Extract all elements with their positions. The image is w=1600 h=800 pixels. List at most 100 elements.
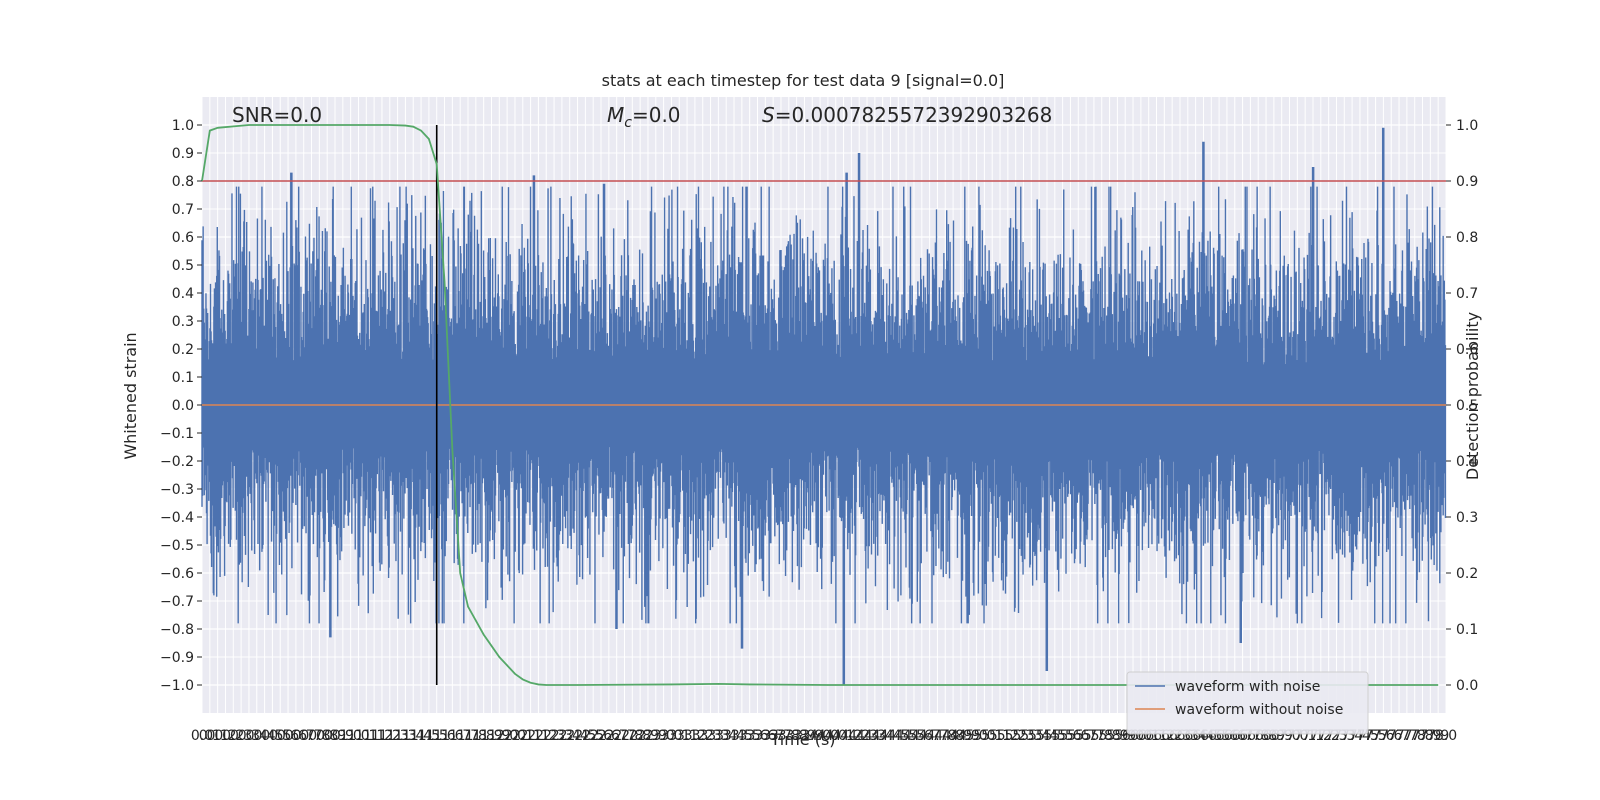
x-tick-label: 4.2: [840, 728, 862, 744]
x-tick-label: 4.3: [856, 728, 878, 744]
left-tick-label: −0.5: [160, 538, 194, 554]
x-tick-label: 1.4: [410, 728, 432, 744]
right-tick-label: 0.7: [1456, 286, 1478, 302]
x-tick-label: 2.8: [629, 728, 651, 744]
x-tick-label: 4.0: [825, 728, 847, 744]
s-value: =0.0007825572392903268: [775, 103, 1053, 127]
x-tick-label: 4.9: [958, 728, 980, 744]
x-tick-label: 2.7: [606, 728, 628, 744]
x-tick-label: 1.7: [457, 728, 479, 744]
x-tick-label: 0.8: [308, 728, 330, 744]
x-tick-label: 0.4: [253, 728, 275, 744]
probability-line: [201, 124, 1439, 686]
x-tick-label: 3.1: [676, 728, 698, 744]
x-tick-label: 3.9: [801, 728, 823, 744]
left-axis-ticks: 1.0 0.9 0.8 0.7 0.6 0.5 0.4 0.3 0.2 0.1 0.0 −0.1 −0.…: [160, 118, 202, 694]
left-tick-label: −0.6: [160, 566, 194, 582]
x-tick-label: 2.3: [551, 728, 573, 744]
x-tick-label: 7.6: [1380, 728, 1402, 744]
x-tick-label: 2.3: [543, 728, 565, 744]
x-tick-label: 4.4: [879, 728, 901, 744]
left-tick-label: 0.3: [172, 314, 194, 330]
x-tick-label: 4.6: [911, 728, 933, 744]
x-tick-label: 0.3: [230, 728, 252, 744]
right-tick-label: 0.1: [1456, 622, 1478, 638]
x-tick-label: 7.7: [1388, 728, 1410, 744]
legend-box: [1126, 671, 1369, 735]
x-tick-label: 7.5: [1364, 728, 1386, 744]
x-tick-label: 1.6: [441, 728, 463, 744]
x-tick-label: 5.5: [1051, 728, 1073, 744]
x-tick-label: 3.6: [746, 728, 768, 744]
legend-label-noise: waveform with noise: [1175, 679, 1320, 695]
x-tick-label: 0.7: [293, 728, 315, 744]
x-tick-label: 2.9: [645, 728, 667, 744]
x-tick-label: 4.3: [864, 728, 886, 744]
x-tick-label: 7.8: [1404, 728, 1426, 744]
x-tick-label: 3.3: [707, 728, 729, 744]
right-tick-label: 0.8: [1456, 230, 1478, 246]
x-tick-label: 3.1: [668, 728, 690, 744]
x-tick-label: 1.5: [426, 728, 448, 744]
x-tick-label: 0.1: [199, 728, 221, 744]
x-tick-label: 2.9: [637, 728, 659, 744]
x-tick-label: 3.2: [692, 728, 714, 744]
x-tick-label: 2.6: [590, 728, 612, 744]
left-tick-label: 1.0: [172, 118, 194, 134]
x-tick-label: 1.0: [340, 728, 362, 744]
x-tick-label: 1.8: [473, 728, 495, 744]
x-tick-label: 1.2: [371, 728, 393, 744]
x-tick-label: 2.5: [574, 728, 596, 744]
left-tick-label: −0.9: [160, 650, 194, 666]
left-tick-label: 0.2: [172, 342, 194, 358]
left-tick-label: 0.0: [172, 398, 194, 414]
x-tick-label: 0.2: [214, 728, 236, 744]
x-tick-label: 7.7: [1396, 728, 1418, 744]
x-tick-label: 1.3: [394, 728, 416, 744]
x-tick-label: 2.7: [613, 728, 635, 744]
x-tick-label: 1.0: [347, 728, 369, 744]
legend: waveform with noise waveform without noi…: [1126, 671, 1369, 735]
x-tick-label: 1.5: [418, 728, 440, 744]
x-tick-label: 2.0: [504, 728, 526, 744]
x-tick-label: 1.1: [355, 728, 377, 744]
x-tick-label: 2.0: [496, 728, 518, 744]
x-tick-label: 3.4: [715, 728, 737, 744]
x-tick-label: 1.2: [379, 728, 401, 744]
x-tick-label: 1.9: [480, 728, 502, 744]
noise-waveform-path: [201, 127, 1447, 685]
x-tick-label: 4.8: [942, 728, 964, 744]
x-tick-label: 1.7: [449, 728, 471, 744]
left-tick-label: 0.5: [172, 258, 194, 274]
x-tick-label: 5.8: [1091, 728, 1113, 744]
x-tick-label: 1.6: [433, 728, 455, 744]
left-tick-label: −0.1: [160, 426, 194, 442]
right-axis-label: Detection probability: [1463, 312, 1482, 480]
x-tick-label: 4.7: [918, 728, 940, 744]
series-waveform-with-noise: [201, 127, 1447, 685]
right-tick-label: 0.3: [1456, 510, 1478, 526]
right-tick-label: 0.4: [1456, 454, 1478, 470]
left-axis-label: Whitened strain: [121, 332, 140, 459]
x-tick-label: 0.8: [316, 728, 338, 744]
left-tick-label: −0.3: [160, 482, 194, 498]
x-tick-label: 5.6: [1067, 728, 1089, 744]
x-tick-label: 2.4: [559, 728, 581, 744]
x-tick-label: 0.5: [269, 728, 291, 744]
right-tick-label: 0.2: [1456, 566, 1478, 582]
right-tick-label: 0.5: [1456, 398, 1478, 414]
right-tick-label: 1.0: [1456, 118, 1478, 134]
x-tick-label: 5.0: [965, 728, 987, 744]
x-tick-label: 0.2: [222, 728, 244, 744]
x-tick-label: 2.4: [566, 728, 588, 744]
x-tick-label: 0.6: [285, 728, 307, 744]
right-axis-ticks: 1.0 0.9 0.8 0.7 0.6 0.5 0.4 0.3 0.2 0.1 0.0: [1446, 118, 1478, 694]
left-tick-label: −1.0: [160, 678, 194, 694]
x-tick-label: 1.8: [465, 728, 487, 744]
left-tick-label: 0.4: [172, 286, 194, 302]
x-tick-label: 3.8: [778, 728, 800, 744]
x-tick-label: 7.8: [1411, 728, 1433, 744]
x-tick-label: 4.8: [934, 728, 956, 744]
x-tick-label: 5.2: [1005, 728, 1027, 744]
